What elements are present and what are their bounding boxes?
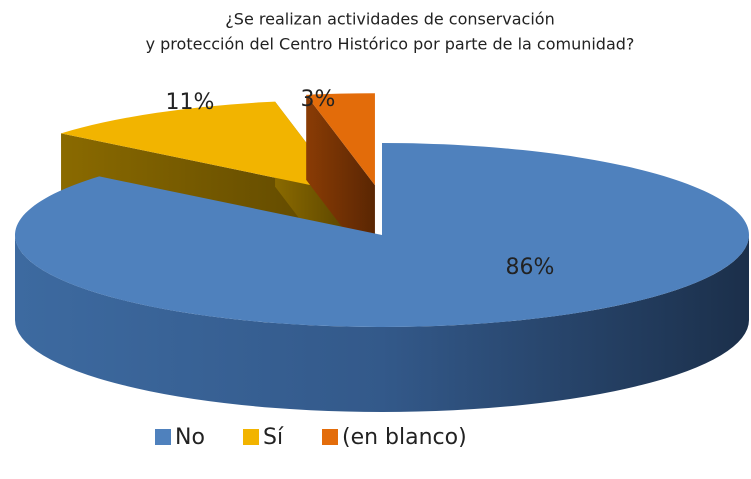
slice bbox=[14, 143, 749, 328]
slice bbox=[306, 93, 375, 186]
data-label: 86% bbox=[506, 255, 555, 280]
chart-title: y protección del Centro Histórico por pa… bbox=[146, 35, 635, 54]
chart-title: ¿Se realizan actividades de conservación bbox=[225, 10, 554, 29]
legend-swatch bbox=[322, 429, 338, 445]
slice bbox=[61, 101, 344, 192]
legend-label: (en blanco) bbox=[342, 425, 467, 450]
data-label: 3% bbox=[301, 87, 336, 112]
legend-swatch bbox=[155, 429, 171, 445]
legend-label: Sí bbox=[263, 425, 284, 450]
data-label: 11% bbox=[166, 90, 215, 115]
slice-side bbox=[306, 94, 375, 271]
legend-label: No bbox=[175, 425, 205, 450]
slice-side bbox=[15, 235, 749, 412]
legend-swatch bbox=[243, 429, 259, 445]
